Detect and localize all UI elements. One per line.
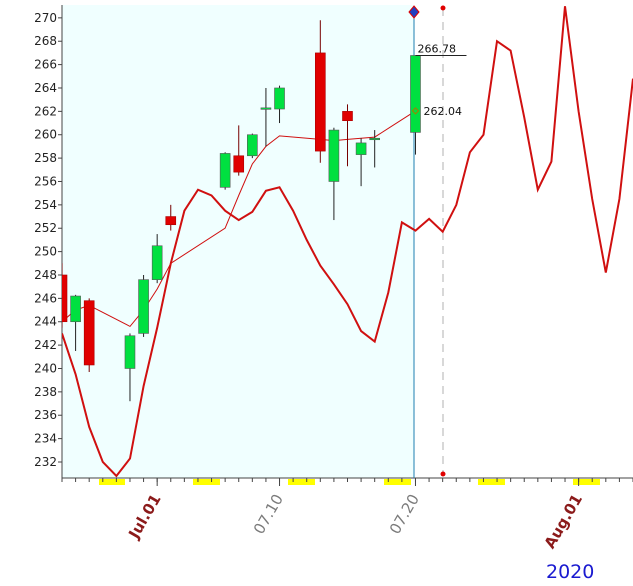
weekend-marker [288,479,315,485]
weekend-markers [99,479,600,485]
y-tick-label: 256 [34,174,57,188]
year-label: 2020 [546,561,594,582]
weekend-marker [193,479,220,485]
weekend-marker [99,479,125,485]
candle-body [410,55,421,133]
y-tick-label: 234 [34,432,57,446]
y-tick-label: 244 [34,315,57,329]
y-tick-label: 232 [34,455,57,469]
plot-area [62,6,633,478]
candle-body [62,274,68,323]
y-tick-label: 268 [34,34,57,48]
candle-body [165,216,177,226]
y-tick-label: 254 [34,198,57,212]
weekend-marker [573,479,600,485]
history-background [62,5,414,478]
y-tick-label: 250 [34,245,57,259]
y-tick-label: 262 [34,104,57,118]
candle-body [138,279,149,334]
x-tick-label: 07.10 [250,491,287,537]
cursor-marker [408,5,420,19]
line-series [62,110,416,328]
y-tick-label: 252 [34,221,57,235]
y-tick-label: 238 [34,385,57,399]
y-tick-label: 258 [34,151,57,165]
candle-body [369,137,380,141]
candle-body [315,52,326,152]
line-series [62,6,633,478]
candle-body [83,300,95,366]
y-tick-label: 264 [34,81,57,95]
candle-body [151,245,163,280]
y-tick-label: 240 [34,361,57,375]
weekend-marker [384,479,411,485]
y-tick-label: 270 [34,11,57,25]
y-tick-label: 242 [34,338,57,352]
candle-body [260,107,272,110]
candle-body [233,155,245,173]
candle-body [247,134,258,157]
y-tick-label: 248 [34,268,57,282]
candle-body [70,295,81,323]
x-tick-label: Jul.01 [125,491,165,542]
candle-body [355,142,367,155]
y-tick-label: 236 [34,408,57,422]
y-tick-label: 266 [34,58,57,72]
x-tick-label: 07.20 [386,491,423,537]
x-tick-label: Aug.01 [541,491,586,552]
weekend-marker [478,479,505,485]
candle-body [328,129,340,182]
y-tick-label: 246 [34,291,57,305]
ma-label: 262.04 [423,105,462,118]
ma-marker [411,107,420,115]
close-label: 266.78 [417,42,456,55]
candle-body [124,335,136,369]
forecast-dot [440,5,446,11]
candle-body [219,153,231,188]
candle-body [342,111,353,122]
y-tick-label: 260 [34,128,57,142]
forecast-dot [440,471,446,477]
candle-body [274,87,285,110]
